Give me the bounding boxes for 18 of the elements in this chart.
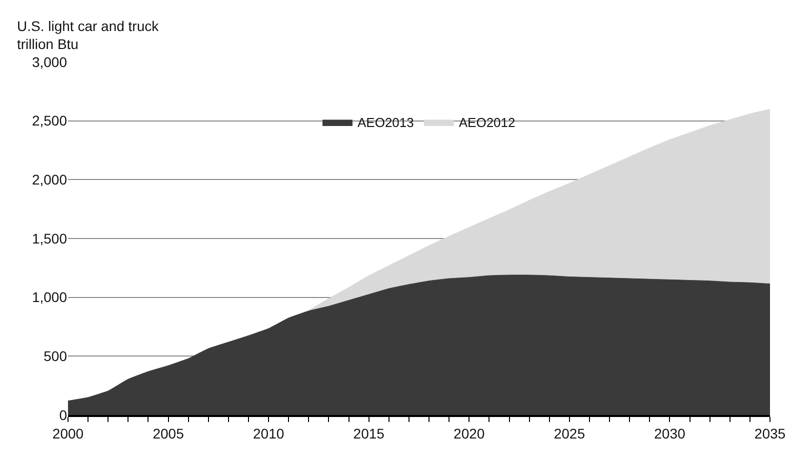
legend-label: AEO2013	[358, 115, 414, 130]
y-tick-label: 1,000	[32, 289, 68, 306]
y-tick-label: 2,000	[32, 172, 68, 188]
y-tick-label: 0	[59, 406, 68, 423]
y-axis-title: U.S. light car and truck trillion Btu	[17, 18, 160, 52]
x-tick-label: 2015	[353, 426, 385, 442]
x-tick-label: 2035	[754, 426, 786, 442]
y-tick-label: 2,500	[32, 112, 68, 129]
x-tick-label: 2030	[654, 426, 686, 442]
y-tick-label: 3,000	[32, 54, 68, 70]
legend-label: AEO2012	[458, 115, 516, 130]
x-tick-label: 2005	[152, 426, 184, 442]
x-tick-label: 2025	[554, 426, 586, 442]
y-tick-label: 500	[44, 348, 68, 364]
x-tick-label: 2020	[454, 426, 485, 442]
x-tick-label: 2010	[252, 426, 284, 442]
x-tick-label: 2000	[52, 426, 84, 442]
y-tick-label: 1,500	[32, 230, 68, 246]
